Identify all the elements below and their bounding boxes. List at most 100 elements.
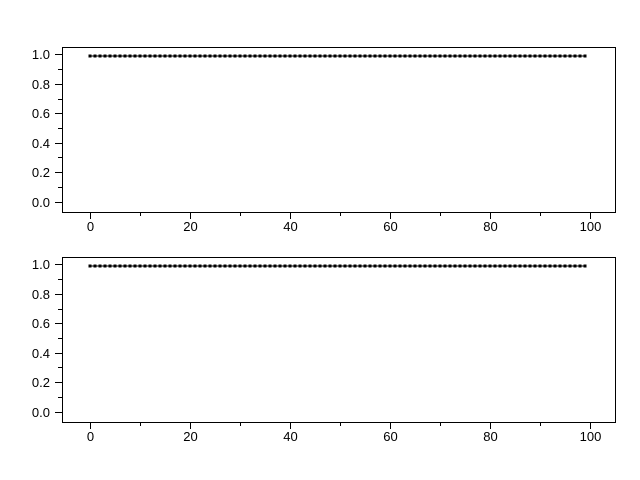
series-marker xyxy=(203,264,207,268)
series-marker xyxy=(573,54,577,58)
series-marker xyxy=(133,54,137,58)
series-marker xyxy=(443,54,447,58)
series-marker xyxy=(98,264,102,268)
series-marker xyxy=(368,54,372,58)
series-marker xyxy=(383,264,387,268)
series-marker xyxy=(208,264,212,268)
x-tick-label: 20 xyxy=(183,429,197,444)
series-marker xyxy=(308,264,312,268)
series-marker xyxy=(473,54,477,58)
series-marker xyxy=(243,264,247,268)
series-marker xyxy=(483,54,487,58)
series-marker xyxy=(363,54,367,58)
series-marker xyxy=(303,54,307,58)
series-marker xyxy=(153,264,157,268)
series-marker xyxy=(168,54,172,58)
series-marker xyxy=(263,264,267,268)
series-marker xyxy=(523,264,527,268)
series-marker xyxy=(213,54,217,58)
x-tick-label: 0 xyxy=(87,429,94,444)
series-marker xyxy=(463,264,467,268)
series-marker xyxy=(418,54,422,58)
series-marker xyxy=(468,264,472,268)
series-marker xyxy=(503,264,507,268)
series-marker xyxy=(553,264,557,268)
series-marker xyxy=(423,54,427,58)
series-marker xyxy=(328,264,332,268)
series-marker xyxy=(353,54,357,58)
series-marker xyxy=(388,54,392,58)
series-marker xyxy=(118,54,122,58)
series-marker xyxy=(468,54,472,58)
series-marker xyxy=(88,264,92,268)
series-marker xyxy=(448,264,452,268)
series-marker xyxy=(503,54,507,58)
series-marker xyxy=(373,54,377,58)
series-marker xyxy=(198,264,202,268)
series-marker xyxy=(448,54,452,58)
series-marker xyxy=(583,264,587,268)
series-marker xyxy=(578,54,582,58)
series-marker xyxy=(438,54,442,58)
series-marker xyxy=(558,264,562,268)
series-marker xyxy=(223,264,227,268)
series-marker xyxy=(288,54,292,58)
series-marker xyxy=(238,54,242,58)
series-marker xyxy=(528,264,532,268)
series-marker xyxy=(533,54,537,58)
series-marker xyxy=(568,264,572,268)
series-marker xyxy=(343,264,347,268)
series-marker xyxy=(338,264,342,268)
series-marker xyxy=(488,54,492,58)
series-marker xyxy=(278,54,282,58)
series-marker xyxy=(383,54,387,58)
series-marker xyxy=(488,264,492,268)
series-marker xyxy=(108,54,112,58)
series-marker xyxy=(458,54,462,58)
series-marker xyxy=(528,54,532,58)
series-marker xyxy=(378,54,382,58)
series-marker xyxy=(578,264,582,268)
series-marker xyxy=(188,264,192,268)
series-marker xyxy=(208,54,212,58)
series-marker xyxy=(518,54,522,58)
series-marker xyxy=(113,264,117,268)
series-marker xyxy=(93,264,97,268)
series-marker xyxy=(143,264,147,268)
series-marker xyxy=(128,54,132,58)
series-marker xyxy=(343,54,347,58)
x-tick-label: 80 xyxy=(483,429,497,444)
series-marker xyxy=(113,54,117,58)
series-marker xyxy=(268,54,272,58)
series-marker xyxy=(583,54,587,58)
series-marker xyxy=(513,264,517,268)
series-marker xyxy=(318,54,322,58)
y-tick-label: 0.2 xyxy=(32,165,50,180)
series-marker xyxy=(103,264,107,268)
x-tick-label: 100 xyxy=(580,429,602,444)
series-marker xyxy=(453,264,457,268)
series-marker xyxy=(168,264,172,268)
series-marker xyxy=(498,264,502,268)
series-marker xyxy=(323,54,327,58)
series-marker xyxy=(478,54,482,58)
series-marker xyxy=(313,54,317,58)
series-marker xyxy=(423,264,427,268)
series-marker xyxy=(433,54,437,58)
series-marker xyxy=(133,264,137,268)
series-marker xyxy=(533,264,537,268)
series-marker xyxy=(163,54,167,58)
series-marker xyxy=(213,264,217,268)
series-marker xyxy=(283,54,287,58)
series-marker xyxy=(333,264,337,268)
series-marker xyxy=(318,264,322,268)
series-marker xyxy=(393,264,397,268)
series-marker xyxy=(238,264,242,268)
series-marker xyxy=(543,54,547,58)
series-marker xyxy=(203,54,207,58)
series-marker xyxy=(368,264,372,268)
series-marker xyxy=(508,54,512,58)
x-tick-label: 80 xyxy=(483,219,497,234)
